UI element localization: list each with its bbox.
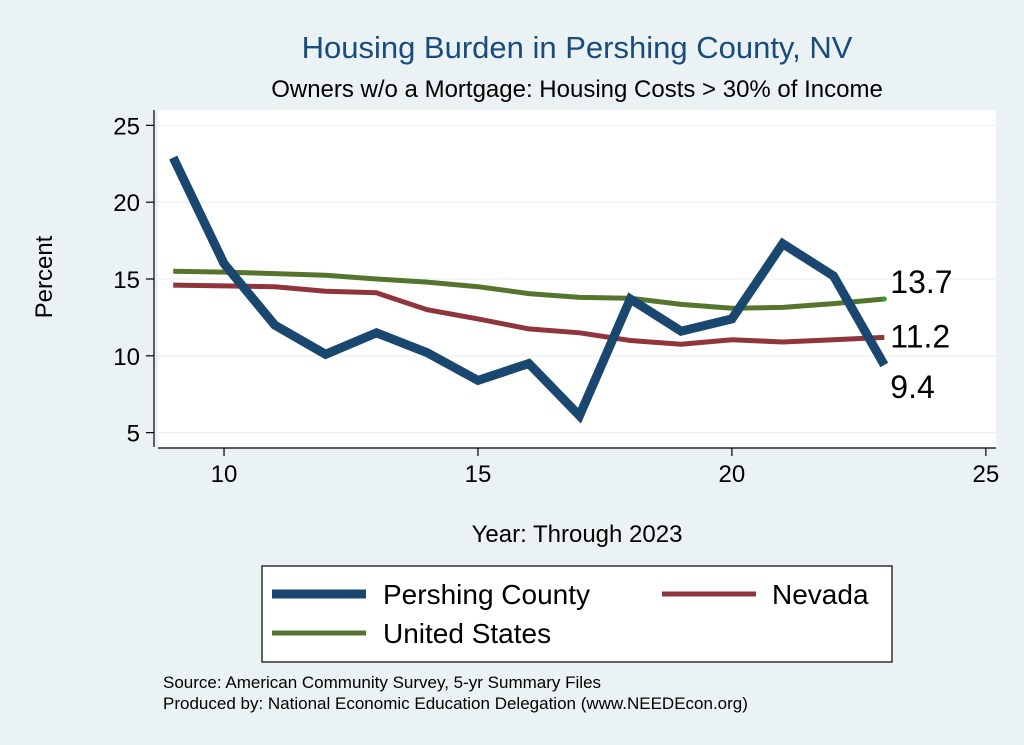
- y-tick-label: 25: [113, 113, 140, 140]
- y-tick-label: 15: [113, 267, 140, 294]
- end-label-nevada: 11.2: [890, 318, 950, 354]
- legend-box: [261, 565, 893, 663]
- series-line-us: [173, 268, 885, 311]
- end-label-pershing: 9.4: [890, 369, 934, 405]
- grid-lines: [158, 124, 996, 434]
- legend-label-pershing: Pershing County: [383, 579, 590, 610]
- x-tick-label: 25: [972, 461, 999, 488]
- x-tick-label: 15: [465, 461, 492, 488]
- legend-label-us: United States: [383, 618, 551, 649]
- y-tick-label: 5: [127, 421, 140, 448]
- x-axis-ticks: 10 15 20 25: [211, 448, 999, 488]
- chart-title: Housing Burden in Pershing County, NV: [302, 30, 853, 65]
- end-label-us: 13.7: [890, 264, 952, 300]
- chart-subtitle: Owners w/o a Mortgage: Housing Costs > 3…: [271, 76, 883, 103]
- end-labels: 13.7 11.2 9.4: [881, 264, 953, 405]
- legend-label-nevada: Nevada: [772, 579, 869, 610]
- source-line-1: Source: American Community Survey, 5-yr …: [163, 673, 601, 692]
- series-group: [169, 155, 889, 424]
- series-line-nevada: [173, 282, 885, 347]
- end-marker-us: [881, 296, 887, 302]
- y-axis-title: Percent: [31, 235, 58, 318]
- x-axis-title: Year: Through 2023: [472, 521, 683, 548]
- y-axis-ticks: 5 10 15 20 25: [113, 113, 154, 448]
- y-tick-label: 10: [113, 344, 140, 371]
- series-line-pershing: [169, 155, 889, 424]
- x-tick-label: 10: [211, 461, 238, 488]
- source-line-2: Produced by: National Economic Education…: [163, 694, 748, 713]
- x-tick-label: 20: [719, 461, 746, 488]
- y-tick-label: 20: [113, 190, 140, 217]
